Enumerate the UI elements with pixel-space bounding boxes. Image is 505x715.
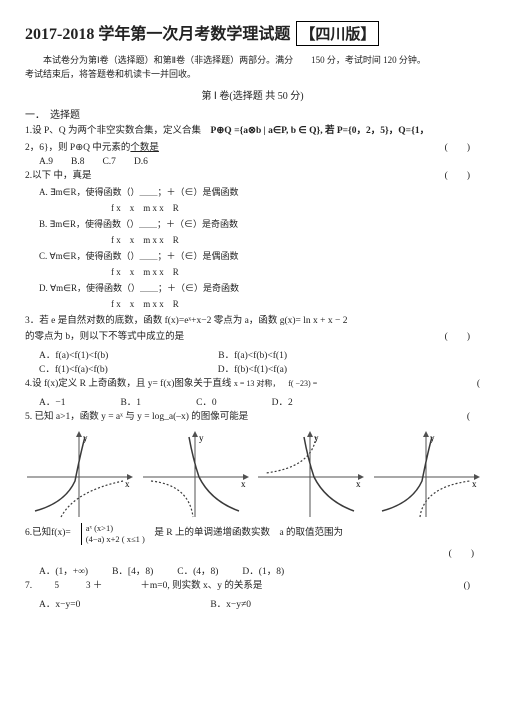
q5-charts: yx yx yx yx [25,431,480,519]
q7-opts: A．x−y=0 B．x−y≠0 [39,596,480,610]
q3: 3．若 e 是自然对数的底数，函数 f(x)=eˣ+x−2 零点为 a，函数 g… [25,314,480,329]
q5: 5. 已知 a>1，函数 y = aˣ 与 y = log_a(–x) 的图像可… [25,410,480,425]
q2a: A. ∃̄m∈R，使得函数（）＿＿；＋（∈）是偶函数 [39,186,480,200]
q3-opts-cd: C．f(1)<f(a)<f(b) D．f(b)<f(1)<f(a) [39,361,480,375]
q6-opts: A．(1，+∞) B．[4，8) C．(4，8) D．(1，8) [39,563,480,577]
q1-b: 2，6}，则 P⊕Q 中元素的个数是 ( ) [25,141,480,156]
q4-opts: A．−1 B．1 C．0 D．2 [39,394,480,408]
intro: 本试卷分为第Ⅰ卷（选择题）和第Ⅱ卷（非选择题）两部分。满分 150 分，考试时间… [25,54,480,81]
piecewise: aˣ (x>1) (4−a) x+2 ( x≤1 ) [81,523,145,545]
svg-text:y: y [199,433,204,443]
q2b: B. ∃̄m∈R，使得函数（）＿＿；＋（∈）是奇函数 [39,218,480,232]
chart-d: yx [372,431,480,519]
svg-text:x: x [125,479,130,489]
q7: 7. 5 3 ＋ ＋m=0, 则实数 x、y 的关系是 () [25,579,480,594]
svg-text:x: x [356,479,361,489]
part1-head: 第 Ⅰ 卷(选择题 共 50 分) [25,87,480,102]
q4: 4.设 f(x)定义 R 上奇函数，且 y= f(x)图象关于直线 x = 13… [25,377,480,392]
chart-c: yx [256,431,364,519]
chart-b: yx [141,431,249,519]
q6: 6.已知f(x)= aˣ (x>1) (4−a) x+2 ( x≤1 ) 是 R… [25,523,480,545]
blank-paren: ( ) [445,141,470,156]
q2d: D. ∀m∈R，使得函数（）＿＿；＋（∈）是奇函数 [39,282,480,296]
q3-opts-ab: A．f(a)<f(1)<f(b) B．f(a)<f(b)<f(1) [39,347,480,361]
title-main: 2017-2018 学年第一次月考数学理试题 [25,20,290,44]
q1: 1.设 P、Q 为两个非空实数合集，定义合集 P⊕Q ={a⊗b | a∈P, … [25,124,480,139]
q2: 2.以下 中，真是 ( ) [25,169,480,184]
edition-box: 【四川版】 [296,21,379,46]
svg-text:x: x [472,479,477,489]
q2c: C. ∀m∈R，使得函数（）＿＿；＋（∈）是偶函数 [39,250,480,264]
q1-opts: A.9 B.8 C.7 D.6 [39,157,480,167]
chart-a: yx [25,431,133,519]
page-title: 2017-2018 学年第一次月考数学理试题 【四川版】 [25,20,480,46]
svg-text:x: x [241,479,246,489]
q3b: 的零点为 b，则以下不等式中成立的是 ( ) [25,330,480,345]
section-1: 一． 选择题 [25,106,480,121]
